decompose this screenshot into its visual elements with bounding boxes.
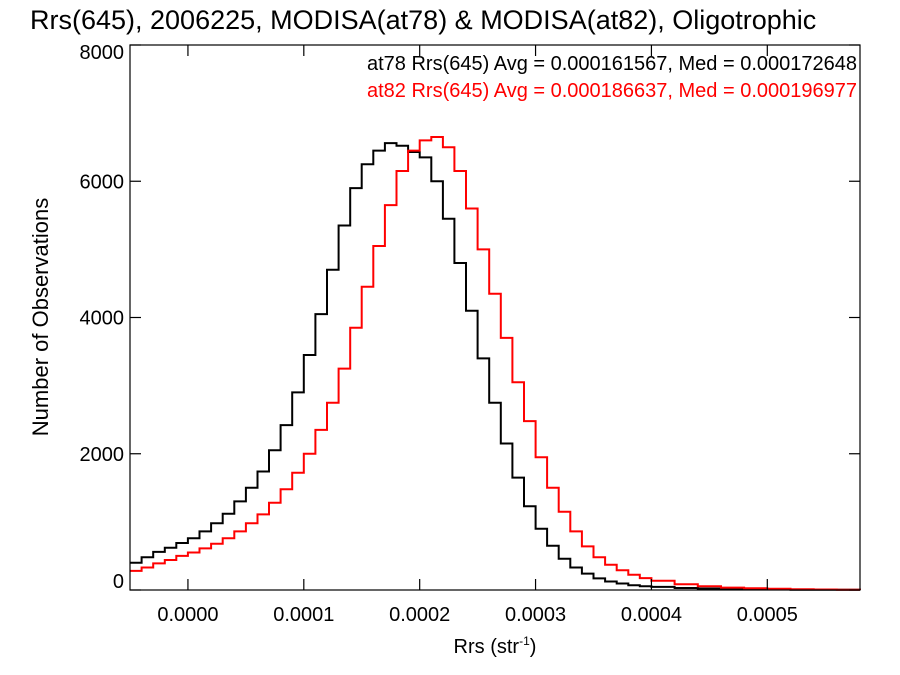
y-axis-label: Number of Observations [28,198,53,436]
series-layer [130,136,861,591]
x-tick-label: 0.0001 [273,604,334,626]
legend-entry: at78 Rrs(645) Avg = 0.000161567, Med = 0… [367,53,857,75]
x-axis-label-close: ) [530,636,537,658]
y-tick-label: 8000 [80,42,125,64]
x-tick-label: 0.0003 [505,604,566,626]
x-tick-label: 0.0002 [389,604,450,626]
legend: at78 Rrs(645) Avg = 0.000161567, Med = 0… [367,53,857,102]
ticks-layer: 0.0000 0.0001 0.0002 0.0003 0.0004 0.0005 0 200… [80,42,860,626]
y-tick-label: 0 [113,571,124,593]
chart-title: Rrs(645), 2006225, MODISA(at78) & MODISA… [30,5,816,35]
series-at78 [130,142,861,591]
x-axis-label-superscript: -1 [519,634,530,648]
legend-entry: at82 Rrs(645) Avg = 0.000186637, Med = 0… [367,80,857,102]
series-at82 [130,136,861,591]
y-tick-label: 2000 [80,444,125,466]
y-tick-label: 4000 [80,308,125,330]
x-axis-label-main: Rrs (str [454,636,520,658]
x-tick-label: 0.0000 [157,604,218,626]
y-tick-label: 6000 [80,171,125,193]
plot-frame [129,44,861,591]
x-tick-label: 0.0005 [737,604,798,626]
x-axis-label: Rrs (str-1) [454,634,537,658]
x-tick-label: 0.0004 [621,604,682,626]
